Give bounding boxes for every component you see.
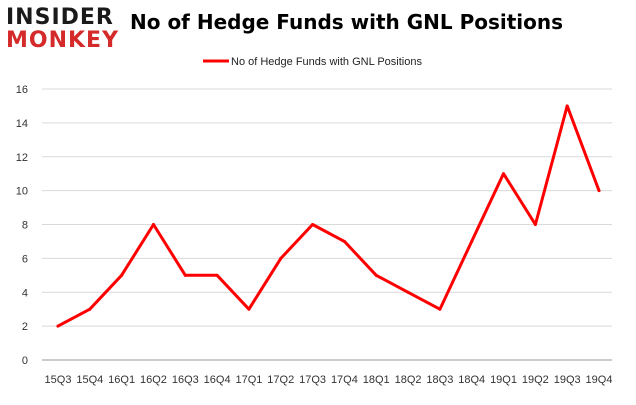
insider-monkey-logo: INSIDER MONKEY — [6, 6, 118, 54]
y-tick-label: 12 — [16, 152, 28, 164]
chart-title: No of Hedge Funds with GNL Positions — [130, 10, 564, 34]
data-point — [597, 189, 601, 193]
x-tick-label: 18Q2 — [395, 374, 422, 386]
y-tick-label: 4 — [22, 287, 28, 299]
data-point — [502, 172, 506, 176]
x-tick-label: 18Q1 — [363, 374, 390, 386]
y-tick-label: 2 — [22, 321, 28, 333]
x-tick-label: 17Q2 — [267, 374, 294, 386]
x-tick-label: 17Q3 — [299, 374, 326, 386]
logo-line-1: INSIDER — [6, 5, 114, 30]
data-point — [406, 290, 410, 294]
y-tick-label: 6 — [22, 253, 28, 265]
x-tick-label: 19Q3 — [554, 374, 581, 386]
x-tick-label: 16Q2 — [140, 374, 167, 386]
data-point — [438, 307, 442, 311]
x-tick-label: 17Q4 — [331, 374, 358, 386]
y-tick-label: 10 — [16, 186, 28, 198]
data-point — [533, 223, 537, 226]
x-tick-label: 15Q4 — [76, 374, 103, 386]
data-point — [120, 273, 124, 277]
x-tick-label: 17Q1 — [235, 374, 262, 386]
series-line — [56, 104, 601, 328]
x-tick-label: 19Q4 — [586, 374, 613, 386]
x-tick-label: 18Q4 — [458, 374, 485, 386]
data-point — [56, 324, 60, 328]
data-point — [342, 239, 346, 243]
series-layer — [56, 104, 601, 328]
y-tick-label: 14 — [16, 118, 28, 130]
y-tick-label: 0 — [22, 355, 28, 367]
data-point — [247, 307, 251, 311]
x-tick-label: 19Q2 — [522, 374, 549, 386]
legend-label: No of Hedge Funds with GNL Positions — [231, 56, 422, 68]
data-point — [311, 223, 315, 226]
x-axis-ticks: 15Q3 15Q4 16Q1 16Q2 16Q3 16Q4 17Q1 17Q2 17Q3 17Q4… — [45, 374, 613, 386]
data-point — [88, 307, 92, 311]
logo-line-2: MONKEY — [6, 28, 120, 53]
data-point — [374, 273, 378, 277]
data-point — [183, 273, 187, 277]
y-tick-label: 16 — [16, 84, 28, 96]
x-tick-label: 15Q3 — [45, 374, 72, 386]
y-axis-ticks: 0 2 4 6 8 10 12 14 16 — [16, 84, 28, 367]
data-point — [151, 223, 155, 226]
legend: No of Hedge Funds with GNL Positions — [203, 56, 422, 68]
data-point — [565, 104, 569, 108]
data-point — [470, 239, 474, 243]
gridlines — [42, 88, 612, 327]
x-tick-label: 16Q1 — [108, 374, 135, 386]
x-tick-label: 16Q3 — [172, 374, 199, 386]
x-tick-label: 18Q3 — [426, 374, 453, 386]
data-point — [215, 273, 219, 277]
x-tick-label: 16Q4 — [204, 374, 231, 386]
y-tick-label: 8 — [22, 220, 28, 232]
x-tick-label: 19Q1 — [490, 374, 517, 386]
data-point — [279, 256, 283, 260]
